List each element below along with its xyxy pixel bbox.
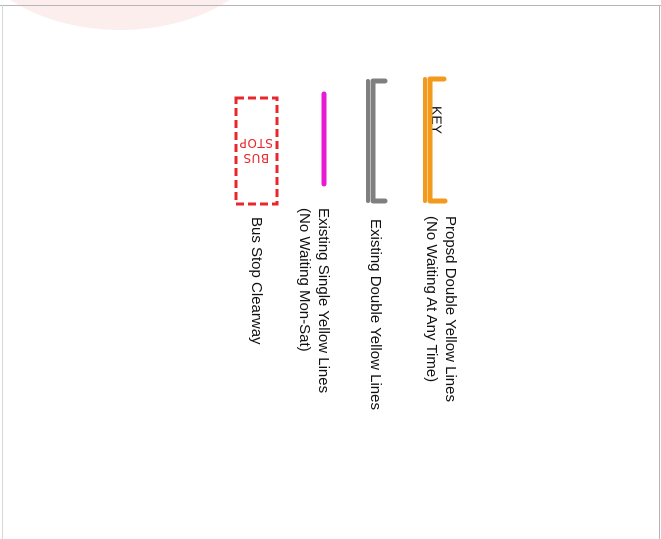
legend-label-existing-single-yellow: Existing Single Yellow Lines (No Waiting…: [295, 208, 333, 393]
frame-left-border: [2, 5, 3, 539]
legend-line: Existing Single Yellow Lines: [315, 208, 332, 394]
legend-label-proposed-double-yellow: Propsd Double Yellow Lines (No Waiting A…: [422, 216, 460, 402]
legend-line: Propsd Double Yellow Lines: [442, 216, 459, 402]
legend-line: Existing Double Yellow Lines: [367, 219, 384, 410]
existing-double-yellow-symbol: [366, 78, 388, 204]
frame-right-border: [659, 5, 660, 539]
bus-marking-line-1: BUS: [242, 151, 270, 165]
frame-top-border: [0, 5, 661, 6]
proposed-double-yellow-symbol: [423, 76, 448, 204]
grey-bracket: [370, 78, 388, 204]
bus-marking-line-2: STOP: [239, 136, 273, 150]
legend-line: Bus Stop Clearway: [248, 217, 265, 345]
legend-line: (No Waiting Mon-Sat): [296, 208, 313, 352]
legend-label-existing-double-yellow: Existing Double Yellow Lines: [366, 219, 385, 410]
bus-stop-clearway-symbol: [234, 96, 279, 206]
red-dashed-box: [234, 96, 279, 206]
orange-bracket: [427, 76, 448, 204]
legend-line: (No Waiting At Any Time): [423, 216, 440, 383]
legend-label-bus-stop-clearway: Bus Stop Clearway: [247, 217, 266, 345]
bus-stop-marking-text: BUS STOP: [226, 135, 286, 165]
